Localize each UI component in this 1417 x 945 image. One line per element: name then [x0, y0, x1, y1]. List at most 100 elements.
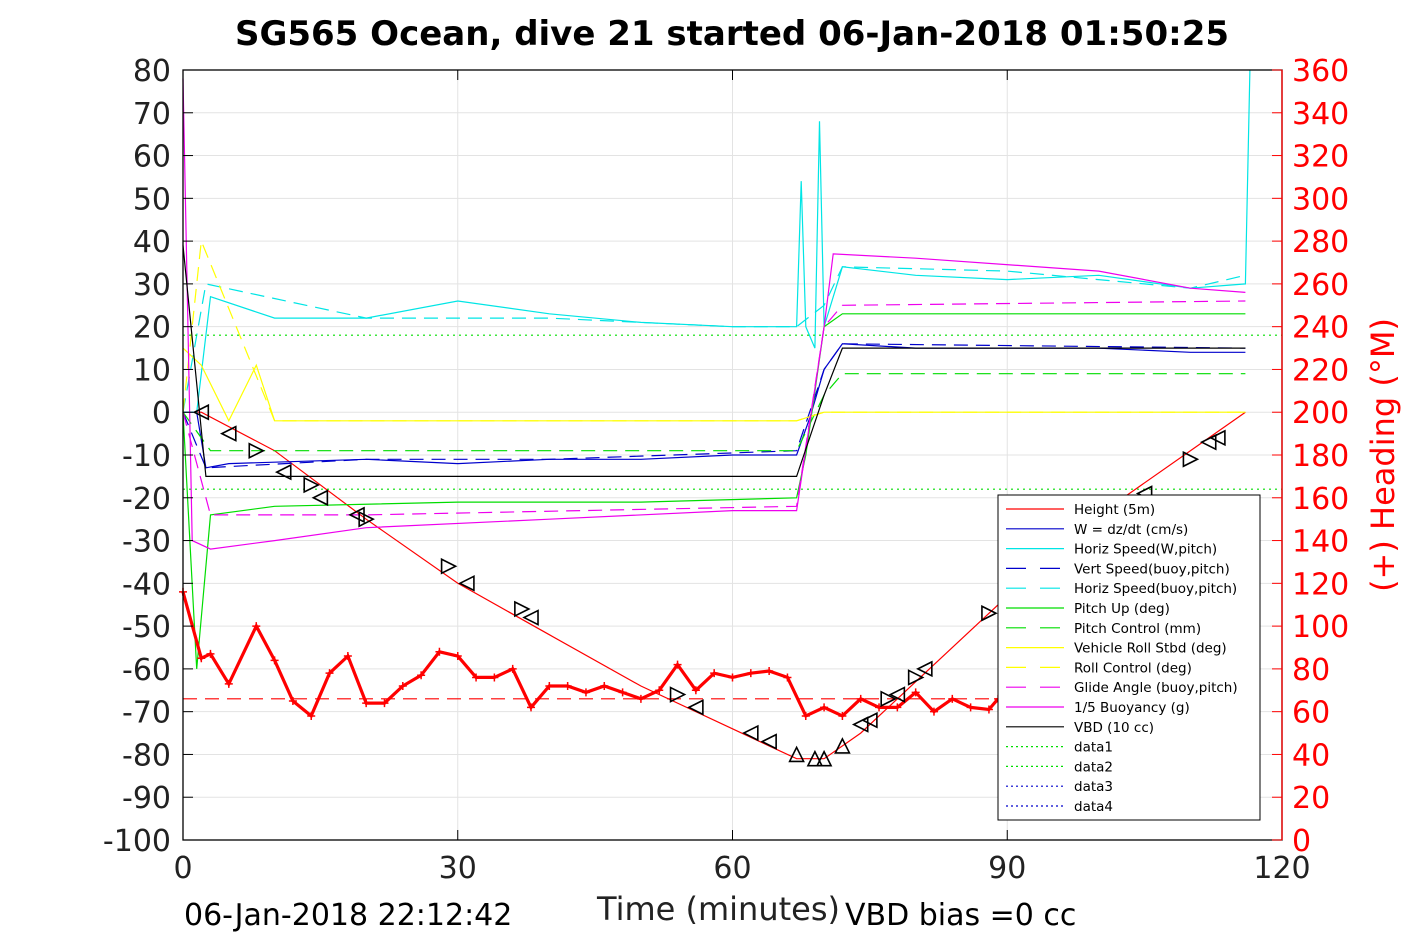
legend-entry-label: data3 [1074, 779, 1113, 795]
heading-point [417, 671, 426, 680]
y-tick-label: 50 [133, 182, 171, 217]
heading-point [343, 652, 352, 661]
y2-tick-label: 180 [1292, 439, 1349, 474]
heading-point [563, 682, 572, 690]
series-line-pitch-up-deg- [182, 313, 1246, 669]
heading-point [691, 686, 700, 695]
heading-point [838, 711, 847, 720]
legend-entry-label: Vehicle Roll Stbd (deg) [1074, 641, 1227, 657]
heading-point [783, 673, 792, 682]
y-tick-label: -40 [122, 567, 171, 602]
heading-point [490, 673, 499, 682]
heading-point [765, 667, 774, 676]
legend-entry-label: Horiz Speed(W,pitch) [1074, 542, 1217, 558]
legend-entry-label: data2 [1074, 759, 1113, 775]
y-tick-label: 0 [152, 396, 171, 431]
y-tick-label: 80 [133, 54, 171, 89]
heading-point [710, 669, 719, 678]
series-line-heading [181, 591, 1000, 719]
heading-point [966, 703, 975, 712]
heading-point [600, 682, 609, 690]
y2-tick-label: 240 [1292, 311, 1349, 346]
y-tick-label: -30 [122, 525, 171, 560]
triangle-marker [907, 669, 925, 686]
heading-point [728, 673, 737, 682]
heading-point [746, 669, 755, 678]
triangle-marker [851, 716, 869, 733]
triangle-marker [861, 711, 878, 729]
triangle-marker [348, 506, 365, 524]
y2-tick-label: 340 [1292, 97, 1349, 132]
triangle-marker [220, 425, 237, 442]
y-tick-label: -60 [122, 653, 171, 688]
y-tick-label: -100 [103, 824, 171, 859]
heading-point [527, 703, 536, 712]
series-line-pitch-control-mm- [182, 373, 1246, 452]
triangle-marker [815, 749, 833, 767]
heading-point [801, 711, 810, 720]
heading-point [929, 707, 938, 716]
y2-tick-label: 360 [1292, 54, 1349, 89]
triangle-marker [888, 686, 906, 703]
heading-point [288, 696, 297, 705]
heading-point [581, 688, 590, 697]
heading-point [224, 679, 233, 688]
y2-tick-label: 280 [1292, 225, 1349, 260]
legend-entry-label: Horiz Speed(buoy,pitch) [1074, 581, 1237, 597]
heading-point [398, 682, 407, 690]
heading-point [875, 703, 884, 712]
y-tick-label: 10 [133, 353, 171, 388]
x-tick-label: 60 [713, 851, 751, 886]
series-line-horiz-speed-buoy-pitch- [182, 266, 1246, 413]
y-tick-label: 20 [133, 311, 171, 346]
heading-point [545, 682, 554, 690]
triangle-marker [1182, 450, 1200, 468]
y2-tick-label: 100 [1292, 610, 1349, 645]
series-line-w-dz-dt-cm-s- [183, 343, 1246, 469]
heading-point [984, 705, 993, 714]
triangle-marker [687, 699, 704, 716]
heading-point [307, 711, 316, 720]
heading-point [362, 699, 371, 708]
series-line-vert-speed-buoy-pitch- [182, 343, 1246, 469]
heading-point [453, 652, 462, 661]
legend-entry-label: data4 [1074, 799, 1113, 815]
legend-entry-label: W = dz/dt (cm/s) [1074, 522, 1188, 538]
triangle-marker [303, 476, 321, 494]
triangle-marker [669, 686, 687, 703]
triangle-marker [834, 737, 851, 754]
legend-entry-label: Roll Control (deg) [1074, 660, 1192, 676]
triangle-marker [458, 575, 475, 592]
y2-tick-label: 40 [1292, 738, 1330, 773]
y2-tick-label: 260 [1292, 268, 1349, 303]
heading-point [618, 688, 627, 697]
y2-tick-label: 60 [1292, 696, 1330, 731]
x-tick-label: 90 [988, 851, 1026, 886]
legend-entry-label: Height (5m) [1074, 502, 1155, 518]
legend-entry-label: Pitch Control (mm) [1074, 621, 1201, 637]
heading-point [206, 649, 215, 658]
heading-point [252, 622, 261, 631]
triangle-marker [916, 660, 933, 678]
legend-entry-label: Pitch Up (deg) [1074, 601, 1170, 617]
heading-point [270, 656, 279, 665]
y-tick-label: -10 [122, 439, 171, 474]
heading-point [655, 686, 664, 695]
y-tick-label: 30 [133, 268, 171, 303]
y-tick-label: -50 [122, 610, 171, 645]
y2-tick-label: 220 [1292, 353, 1349, 388]
footer-timestamp: 06-Jan-2018 22:12:42 [184, 898, 513, 933]
triangle-marker [788, 745, 805, 763]
legend-entry-label: 1/5 Buoyancy (g) [1074, 700, 1190, 716]
heading-point [380, 699, 389, 708]
y2-tick-label: 320 [1292, 140, 1349, 175]
y2-tick-label: 160 [1292, 482, 1349, 517]
x-tick-label: 120 [1253, 851, 1310, 886]
y-tick-label: 60 [133, 140, 171, 175]
vbd-bias-label: VBD bias =0 cc [845, 898, 1077, 933]
y2-tick-label: 20 [1292, 781, 1330, 816]
triangle-marker [274, 463, 292, 481]
series-line-vehicle-roll-stbd-deg- [182, 347, 1246, 423]
y-tick-label: -80 [122, 738, 171, 773]
